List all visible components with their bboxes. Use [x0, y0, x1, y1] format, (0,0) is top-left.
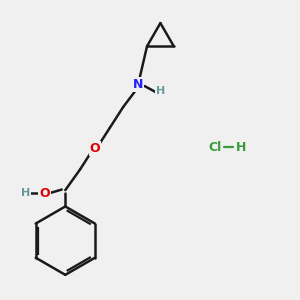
Text: O: O [90, 142, 100, 155]
Text: Cl: Cl [209, 140, 222, 154]
Text: H: H [156, 85, 165, 96]
Text: H: H [236, 140, 246, 154]
Text: H: H [21, 188, 30, 198]
Text: N: N [133, 78, 143, 91]
Text: O: O [39, 187, 50, 200]
